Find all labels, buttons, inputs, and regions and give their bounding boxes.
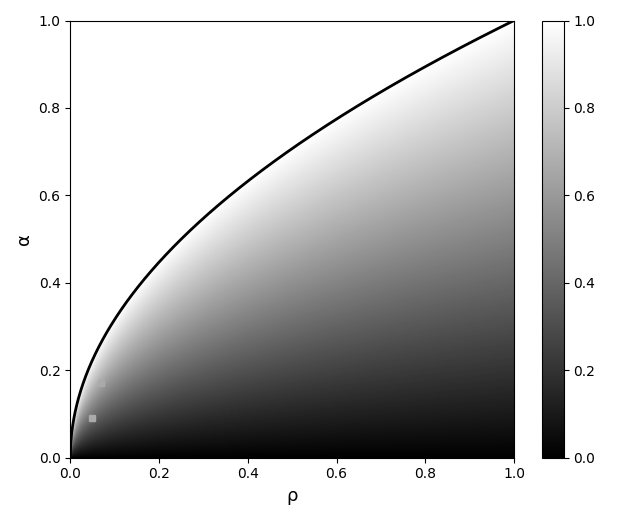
X-axis label: ρ: ρ (287, 487, 298, 505)
Y-axis label: α: α (15, 233, 33, 245)
